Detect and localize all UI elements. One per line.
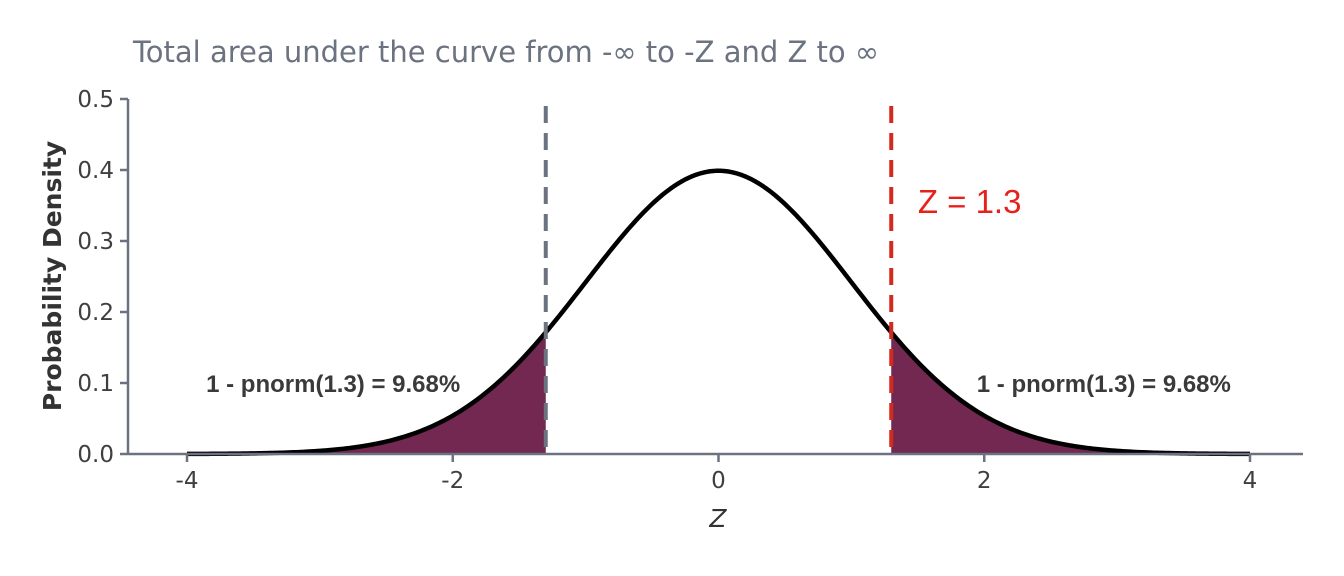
right-tail-area [891,332,1250,454]
x-tick-label: -2 [441,468,464,494]
x-tick-label: 0 [711,468,726,494]
y-tick-label: 0.3 [77,229,114,255]
annotations: 1 - pnorm(1.3) = 9.68% 1 - pnorm(1.3) = 9… [206,183,1231,398]
y-tick-label: 0.2 [77,300,114,326]
z-value-label: Z = 1.3 [918,183,1022,220]
shaded-regions [187,332,1250,454]
x-tick-label: 2 [977,468,992,494]
right-tail-annotation: 1 - pnorm(1.3) = 9.68% [977,371,1231,398]
y-axis-ticks: 0.0 0.1 0.2 0.3 0.4 0.5 [77,87,128,468]
x-axis-title: Z [708,504,727,533]
chart-title: Total area under the curve from -∞ to -Z… [132,35,879,69]
left-tail-annotation: 1 - pnorm(1.3) = 9.68% [206,371,460,398]
reference-lines [543,106,894,454]
left-tail-area [187,332,546,454]
x-axis-ticks: -4 -2 0 2 4 [176,454,1258,494]
y-tick-label: 0.4 [77,158,114,184]
x-tick-label: -4 [176,468,199,494]
density-curve [187,168,1250,457]
density-curve-layer [187,168,1250,457]
y-axis-title: Probability Density [38,141,67,411]
y-tick-label: 0.5 [77,87,114,113]
x-tick-label: 4 [1243,468,1258,494]
y-tick-label: 0.0 [77,442,114,468]
y-tick-label: 0.1 [77,371,114,397]
